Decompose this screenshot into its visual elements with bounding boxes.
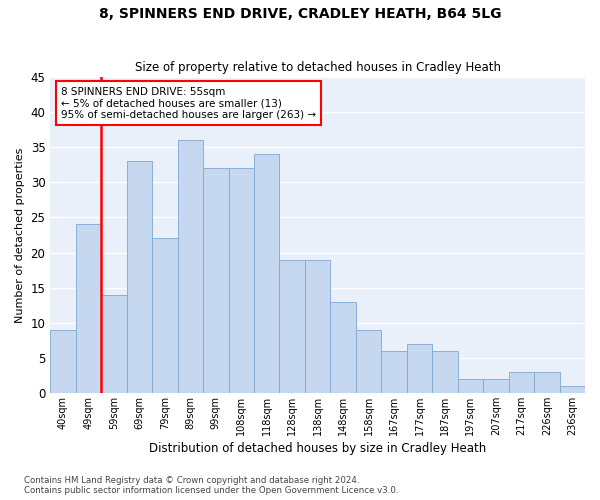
Bar bbox=[331, 302, 356, 393]
Y-axis label: Number of detached properties: Number of detached properties bbox=[15, 148, 25, 322]
Text: Contains HM Land Registry data © Crown copyright and database right 2024.
Contai: Contains HM Land Registry data © Crown c… bbox=[24, 476, 398, 495]
Bar bbox=[305, 260, 331, 393]
Bar bbox=[407, 344, 432, 393]
Text: 8 SPINNERS END DRIVE: 55sqm
← 5% of detached houses are smaller (13)
95% of semi: 8 SPINNERS END DRIVE: 55sqm ← 5% of deta… bbox=[61, 86, 316, 120]
Bar bbox=[483, 379, 509, 393]
Bar bbox=[101, 294, 127, 393]
Bar bbox=[356, 330, 382, 393]
Bar bbox=[203, 168, 229, 393]
Bar bbox=[534, 372, 560, 393]
Bar bbox=[152, 238, 178, 393]
Bar bbox=[382, 351, 407, 393]
Bar bbox=[76, 224, 101, 393]
Bar bbox=[254, 154, 280, 393]
X-axis label: Distribution of detached houses by size in Cradley Heath: Distribution of detached houses by size … bbox=[149, 442, 486, 455]
Bar bbox=[127, 162, 152, 393]
Bar bbox=[280, 260, 305, 393]
Bar bbox=[458, 379, 483, 393]
Bar bbox=[560, 386, 585, 393]
Bar bbox=[509, 372, 534, 393]
Bar bbox=[178, 140, 203, 393]
Text: 8, SPINNERS END DRIVE, CRADLEY HEATH, B64 5LG: 8, SPINNERS END DRIVE, CRADLEY HEATH, B6… bbox=[99, 8, 501, 22]
Bar bbox=[229, 168, 254, 393]
Bar bbox=[50, 330, 76, 393]
Bar bbox=[432, 351, 458, 393]
Title: Size of property relative to detached houses in Cradley Heath: Size of property relative to detached ho… bbox=[134, 62, 500, 74]
